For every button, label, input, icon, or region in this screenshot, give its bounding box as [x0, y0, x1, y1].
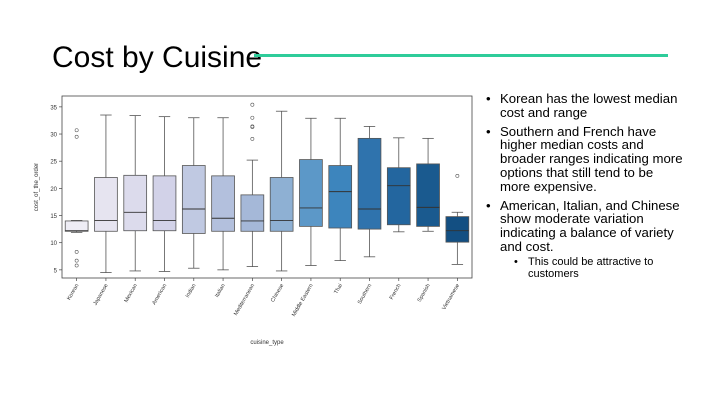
bullet-2: Southern and French have higher median c…	[486, 123, 686, 194]
box-body	[152, 175, 177, 232]
x-tick-label: Vietnamese	[441, 283, 461, 311]
bullet-3-text: American, Italian, and Chinese show mode…	[500, 197, 680, 254]
y-tick-label: 5	[54, 268, 58, 274]
bullet-list: Korean has the lowest median cost and ra…	[486, 92, 686, 286]
y-tick-label: 25	[50, 160, 57, 166]
y-tick-label: 10	[50, 241, 57, 247]
boxplot-chart: 5 10 15 20 25 30 35 cost_of_the_order cuisine_ty…	[28, 92, 475, 354]
x-axis-label: cuisine_type	[250, 340, 284, 346]
x-tick-label: Spanish	[417, 283, 432, 303]
bullet-1-text: Korean has the lowest median cost and ra…	[500, 91, 678, 120]
x-tick-label: Italian	[214, 283, 227, 299]
x-tick-label: Thai	[333, 283, 344, 295]
y-tick-label: 35	[50, 105, 57, 111]
x-tick-label: Chinese	[270, 283, 285, 303]
x-tick-label: American	[151, 283, 168, 306]
bullet-3: American, Italian, and Chinese show mode…	[486, 197, 686, 281]
y-tick-label: 30	[50, 133, 57, 139]
box-outlier	[74, 134, 79, 139]
y-tick-label: 20	[50, 187, 57, 193]
box-outlier	[250, 137, 255, 141]
box-outlier	[250, 115, 255, 120]
box-body	[64, 220, 89, 232]
x-tick-label: Middle Eastern	[291, 283, 315, 318]
box-body	[328, 165, 353, 229]
x-tick-label: French	[389, 283, 403, 301]
box-body	[386, 167, 411, 226]
box-body	[240, 194, 265, 232]
box-body	[211, 175, 235, 232]
box-outlier	[74, 250, 79, 254]
chart-layer: 5 10 15 20 25 30 35 cost_of_the_order cuisine_ty…	[34, 95, 473, 346]
boxplot-svg: 5 10 15 20 25 30 35 cost_of_the_order cuisine_ty…	[34, 95, 473, 346]
x-tick-label: Mexican	[124, 283, 139, 304]
bullet-2-text: Southern and French have higher median c…	[500, 123, 683, 194]
box-outlier	[250, 102, 255, 107]
slide-title: Cost by Cuisine	[52, 41, 263, 74]
bullet-1: Korean has the lowest median cost and ra…	[486, 92, 686, 120]
box-body	[299, 159, 323, 227]
box-body	[416, 163, 440, 227]
box-body	[94, 177, 118, 232]
x-tick-label: Mediterranean	[233, 283, 256, 317]
box-outlier	[74, 258, 79, 263]
x-tick-label: Korean	[66, 283, 80, 301]
x-tick-label: Japanese	[93, 283, 110, 307]
box-outlier	[455, 173, 460, 178]
box-body	[181, 165, 206, 234]
box-body	[445, 216, 470, 243]
y-tick-label: 15	[50, 214, 57, 220]
title-accent-rule	[254, 54, 668, 57]
box-outlier	[74, 263, 79, 268]
x-tick-label: Southern	[357, 283, 373, 305]
box-body	[123, 174, 148, 232]
box-body	[269, 177, 294, 232]
y-axis-label: cost_of_the_order	[34, 163, 40, 211]
box-outlier	[250, 124, 255, 129]
box-body	[357, 137, 382, 230]
box-outlier	[74, 128, 79, 133]
x-tick-label: Indian	[185, 283, 198, 299]
plot-area-frame	[61, 95, 473, 279]
bullet-3-sub-1: This could be attractive to customers	[514, 256, 686, 281]
